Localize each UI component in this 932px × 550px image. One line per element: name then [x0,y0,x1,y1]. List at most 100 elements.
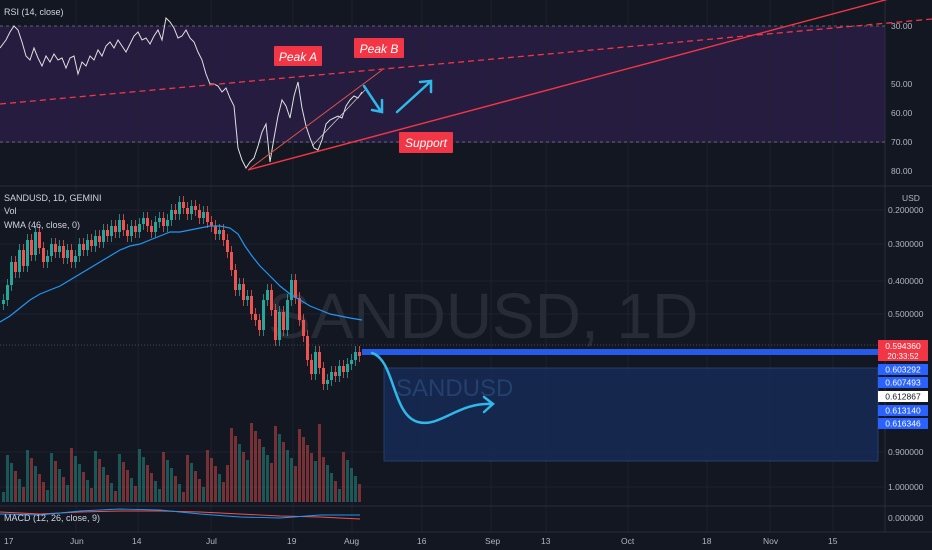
candle-body [318,352,321,368]
volume-bar [90,488,93,502]
volume-bar [198,479,201,502]
price-tag [878,405,928,416]
volume-bar [306,445,309,502]
candle-body [126,230,129,236]
volume-bar [110,483,113,502]
volume-bar [2,492,5,502]
volume-bar [250,423,253,502]
candle-body [194,206,197,210]
volume-bar [174,476,177,502]
price-level-label: 0.400000 [888,276,924,286]
symbol-legend[interactable]: SANDUSD, 1D, GEMINI [4,193,102,203]
svg-text:Support: Support [405,136,448,150]
volume-bar [282,442,285,502]
price-tags[interactable]: 0.594360 20:33:52 0.603292 0.607493 0.61… [878,340,928,429]
candle-body [6,285,9,300]
candle-body [350,360,353,364]
last-price-tag [878,340,928,361]
price-level-band[interactable] [362,349,885,355]
candle-body [290,280,293,300]
volume-bar [62,477,65,502]
candle-body [154,222,157,232]
rsi-channel-line[interactable] [311,89,366,147]
volume-bar [6,455,9,502]
rsi-price-axis[interactable]: 30.00 50.00 60.00 70.00 80.00 [891,21,913,176]
price-level-label: 0.900000 [888,447,924,457]
rsi-trendline[interactable] [247,69,383,171]
time-axis[interactable]: 17 Jun 14 Jul 19 Aug 16 Sep 13 Oct 18 No… [4,536,838,546]
candle-body [162,218,165,226]
volume-bar [242,452,245,502]
up-arrow-shaft [395,80,432,114]
volume-bar [42,482,45,502]
volume-bar [146,465,149,502]
projection-box[interactable] [383,367,879,462]
volume-bar [70,448,73,502]
volume-bar [218,474,221,502]
time-label: 13 [541,536,551,546]
rsi-level-label: 70.00 [891,137,913,147]
candle-body [282,312,285,330]
candle-body [110,226,113,236]
volume-bar [238,444,241,502]
volume-bar [194,471,197,502]
macd-legend[interactable]: MACD (12, 26, close, 9) [4,513,100,523]
rsi-legend[interactable]: RSI (14, close) [4,7,64,17]
candle-body [242,284,245,300]
candle-body [66,250,69,258]
volume-bar [290,458,293,502]
main-price-axis[interactable]: USD 0.200000 0.300000 0.400000 0.500000 … [888,193,924,523]
peak-b-label[interactable]: Peak B [354,38,404,58]
rsi-resistance-dashed-line[interactable] [0,18,932,105]
svg-text:Peak B: Peak B [360,42,399,56]
time-label: 17 [4,536,14,546]
candle-body [2,300,5,304]
rsi-support-line[interactable] [247,0,900,171]
projection-curve [370,351,494,425]
candle-body [306,336,309,360]
candle-body [330,372,333,380]
wma-line [0,225,363,323]
candle-body [334,372,337,376]
candle-body [186,208,189,214]
volume-bar [210,458,213,502]
volume-bar [38,474,41,502]
time-label: Sep [485,536,500,546]
candle-body [214,226,217,234]
candle-body [258,320,261,330]
candle-body [78,244,81,256]
projection-arrow[interactable] [370,351,495,425]
price-level-label: 0.300000 [888,239,924,249]
volume-bar [114,491,117,502]
volume-bar [10,463,13,502]
candle-body [222,230,225,240]
candle-body [94,236,97,246]
rsi-arrows[interactable] [362,79,433,114]
candle-body [310,360,313,374]
symbol-watermark: SANDUSD, 1D [268,280,698,352]
volume-bar [214,466,217,502]
volume-bar [234,436,237,502]
volume-bar [314,461,317,502]
time-label: Oct [621,536,635,546]
candle-body [14,262,17,272]
candle-body [18,250,21,272]
wma-legend[interactable]: WMA (46, close, 0) [4,220,80,230]
rsi-band [0,26,885,143]
candle-body [22,250,25,266]
candle-body [338,366,341,376]
currency-label: USD [902,193,920,203]
volume-bar [66,485,69,502]
volume-bar [202,487,205,502]
peak-a-label[interactable]: Peak A [274,46,322,66]
candle-body [298,298,301,320]
volume-bar [178,484,181,502]
support-label[interactable]: Support [399,132,453,153]
candle-body [262,300,265,330]
vol-legend[interactable]: Vol [4,206,17,216]
volume-bar [130,478,133,502]
candle-body [274,310,277,340]
candle-body [322,368,325,384]
